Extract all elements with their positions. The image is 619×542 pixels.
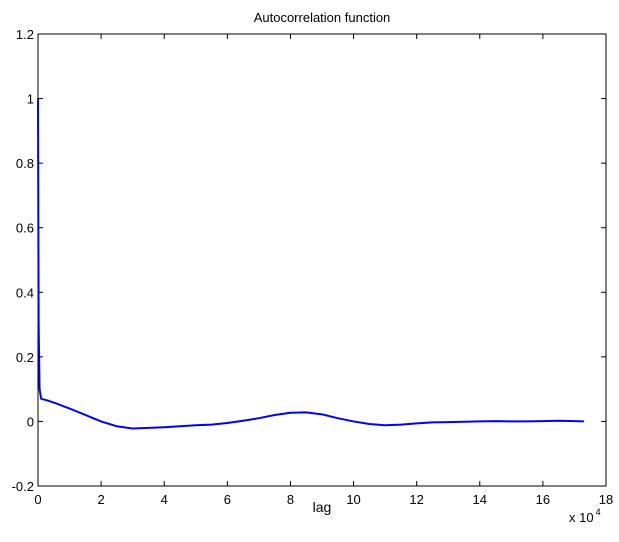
x-tick-label: 14 [473, 492, 487, 507]
y-tick-label: 0.4 [16, 285, 34, 300]
x-axis: 0 2 4 6 8 10 12 14 16 18 [34, 34, 613, 507]
series-line [37, 98, 584, 430]
x-tick-label: 12 [409, 492, 423, 507]
x-tick-label: 0 [34, 492, 41, 507]
axes-box [37, 33, 607, 487]
y-tick-label: 0 [27, 414, 34, 429]
y-tick-label: 0.6 [16, 221, 34, 236]
x-axis-multiplier: x 10 4 [569, 507, 601, 525]
y-axis: -0.2 0 0.2 0.4 0.6 0.8 1 1.2 [12, 27, 606, 494]
x-tick-label: 18 [599, 492, 613, 507]
y-tick-label: 1.2 [16, 27, 34, 42]
x-axis-label: lag [313, 499, 332, 515]
x-tick-label: 8 [287, 492, 294, 507]
x-tick-label: 6 [224, 492, 231, 507]
x-tick-label: 10 [346, 492, 360, 507]
chart-title: Autocorrelation function [254, 10, 391, 25]
x-tick-label: 4 [161, 492, 168, 507]
y-tick-label: -0.2 [12, 479, 34, 494]
x-axis-multiplier-exponent: 4 [596, 507, 601, 517]
x-tick-label: 2 [97, 492, 104, 507]
plot-area [37, 33, 607, 487]
y-tick-label: 1 [27, 92, 34, 107]
series-layer [37, 98, 584, 430]
y-tick-label: 0.2 [16, 350, 34, 365]
x-axis-multiplier-base: x 10 [569, 510, 594, 525]
y-tick-label: 0.8 [16, 156, 34, 171]
x-tick-label: 16 [536, 492, 550, 507]
